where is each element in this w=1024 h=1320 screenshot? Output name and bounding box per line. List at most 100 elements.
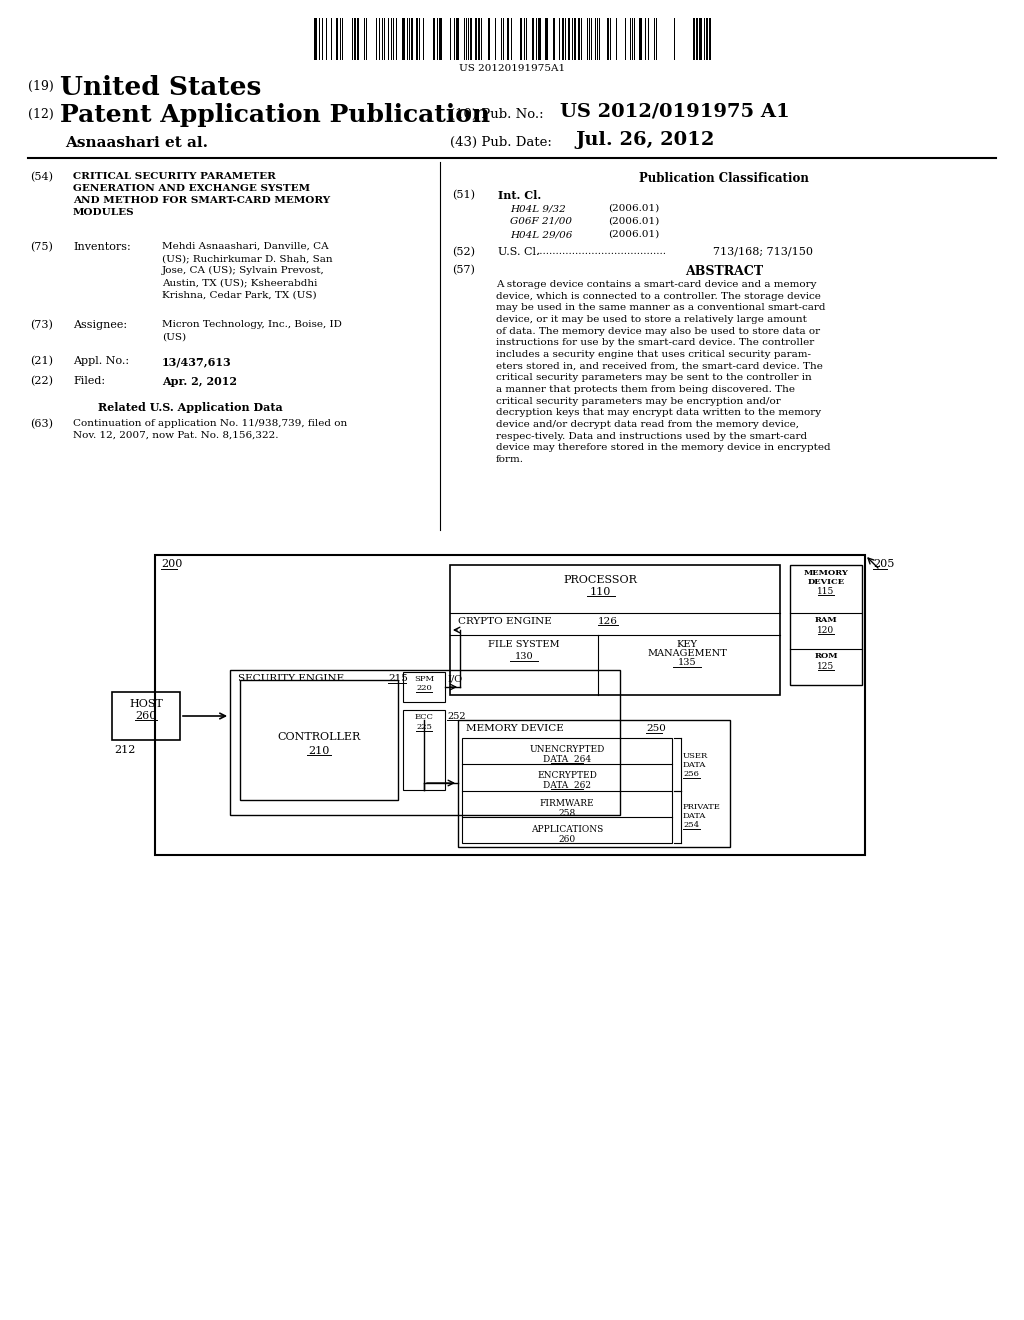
Text: Continuation of application No. 11/938,739, filed on
Nov. 12, 2007, now Pat. No.: Continuation of application No. 11/938,7… <box>73 418 347 440</box>
Text: 125: 125 <box>817 663 835 671</box>
Text: (73): (73) <box>30 319 53 330</box>
Text: MEMORY DEVICE: MEMORY DEVICE <box>466 723 564 733</box>
Text: 212: 212 <box>114 744 135 755</box>
Text: DEVICE: DEVICE <box>808 578 845 586</box>
Text: I/O: I/O <box>447 675 462 682</box>
Text: Related U.S. Application Data: Related U.S. Application Data <box>98 403 283 413</box>
Text: Int. Cl.: Int. Cl. <box>498 190 542 201</box>
Bar <box>545 18 548 59</box>
Bar <box>568 18 570 59</box>
Bar <box>475 18 477 59</box>
Bar <box>693 18 695 59</box>
Text: 256: 256 <box>683 771 698 779</box>
Bar <box>314 18 317 59</box>
Bar <box>607 18 609 59</box>
Text: DATA: DATA <box>683 812 707 820</box>
Text: Mehdi Asnaashari, Danville, CA
(US); Ruchirkumar D. Shah, San
Jose, CA (US); Syl: Mehdi Asnaashari, Danville, CA (US); Ruc… <box>162 242 333 300</box>
Text: 215: 215 <box>388 675 408 682</box>
Text: (12): (12) <box>28 108 53 121</box>
Bar <box>790 565 862 685</box>
Text: G06F 21/00: G06F 21/00 <box>510 216 572 226</box>
Text: United States: United States <box>60 75 261 100</box>
Text: Patent Application Publication: Patent Application Publication <box>60 103 490 127</box>
Text: 13/437,613: 13/437,613 <box>162 356 231 367</box>
Bar <box>450 565 780 696</box>
Bar <box>402 18 406 59</box>
Bar <box>478 18 480 59</box>
Text: H04L 29/06: H04L 29/06 <box>510 230 572 239</box>
Text: ........................................: ........................................ <box>536 247 666 256</box>
Text: 250: 250 <box>646 723 666 733</box>
Bar <box>403 710 445 789</box>
Bar <box>240 680 398 800</box>
Text: 135: 135 <box>678 657 696 667</box>
Text: (54): (54) <box>30 172 53 182</box>
Text: USER: USER <box>683 752 709 760</box>
Text: 252: 252 <box>447 711 466 721</box>
Text: CRITICAL SECURITY PARAMETER
GENERATION AND EXCHANGE SYSTEM
AND METHOD FOR SMART-: CRITICAL SECURITY PARAMETER GENERATION A… <box>73 172 330 218</box>
Text: Appl. No.:: Appl. No.: <box>73 356 129 366</box>
Bar <box>336 18 338 59</box>
Text: SPM: SPM <box>414 675 434 682</box>
Text: 200: 200 <box>161 558 182 569</box>
Text: (43) Pub. Date:: (43) Pub. Date: <box>450 136 552 149</box>
Text: 110: 110 <box>590 587 610 597</box>
Text: FILE SYSTEM: FILE SYSTEM <box>488 640 560 649</box>
Text: SECURITY ENGINE: SECURITY ENGINE <box>238 675 344 682</box>
Text: (75): (75) <box>30 242 53 252</box>
Text: (22): (22) <box>30 376 53 387</box>
Text: U.S. Cl.: U.S. Cl. <box>498 247 540 257</box>
Text: Publication Classification: Publication Classification <box>639 172 809 185</box>
Text: ABSTRACT: ABSTRACT <box>685 265 763 279</box>
Bar <box>411 18 413 59</box>
Bar <box>709 18 711 59</box>
Text: 225: 225 <box>416 723 432 731</box>
Text: (63): (63) <box>30 418 53 429</box>
Text: ENCRYPTED: ENCRYPTED <box>537 771 597 780</box>
Text: 130: 130 <box>515 652 534 661</box>
Text: MANAGEMENT: MANAGEMENT <box>647 649 727 657</box>
Text: DATA  262: DATA 262 <box>543 781 591 791</box>
Bar <box>538 18 541 59</box>
Text: MEMORY: MEMORY <box>804 569 849 577</box>
Bar <box>470 18 472 59</box>
Bar <box>462 738 672 843</box>
Bar <box>357 18 359 59</box>
Text: 713/168; 713/150: 713/168; 713/150 <box>713 247 813 257</box>
Text: Inventors:: Inventors: <box>73 242 131 252</box>
Bar <box>699 18 702 59</box>
Text: KEY: KEY <box>677 640 697 649</box>
Text: Micron Technology, Inc., Boise, ID
(US): Micron Technology, Inc., Boise, ID (US) <box>162 319 342 341</box>
Bar <box>456 18 459 59</box>
Bar <box>230 671 620 814</box>
Bar <box>696 18 698 59</box>
Text: FIRMWARE: FIRMWARE <box>540 799 594 808</box>
Text: PROCESSOR: PROCESSOR <box>563 576 637 585</box>
Text: (51): (51) <box>452 190 475 201</box>
Text: Filed:: Filed: <box>73 376 105 385</box>
Bar <box>574 18 575 59</box>
Bar <box>553 18 555 59</box>
Bar <box>416 18 418 59</box>
Text: RAM: RAM <box>815 616 838 624</box>
Bar <box>433 18 435 59</box>
Text: (2006.01): (2006.01) <box>608 205 659 213</box>
Text: 126: 126 <box>598 616 617 626</box>
Text: 210: 210 <box>308 746 330 756</box>
Text: (2006.01): (2006.01) <box>608 216 659 226</box>
Bar <box>155 554 865 855</box>
Bar <box>578 18 580 59</box>
Text: APPLICATIONS: APPLICATIONS <box>530 825 603 834</box>
Text: (52): (52) <box>452 247 475 257</box>
Text: ROM: ROM <box>814 652 838 660</box>
Text: HOST: HOST <box>129 700 163 709</box>
Text: (2006.01): (2006.01) <box>608 230 659 239</box>
Bar <box>532 18 534 59</box>
Text: (57): (57) <box>452 265 475 276</box>
Bar <box>706 18 708 59</box>
Bar <box>507 18 509 59</box>
Text: PRIVATE: PRIVATE <box>683 803 721 810</box>
Text: 115: 115 <box>817 587 835 597</box>
Bar <box>520 18 522 59</box>
Bar <box>403 672 445 702</box>
